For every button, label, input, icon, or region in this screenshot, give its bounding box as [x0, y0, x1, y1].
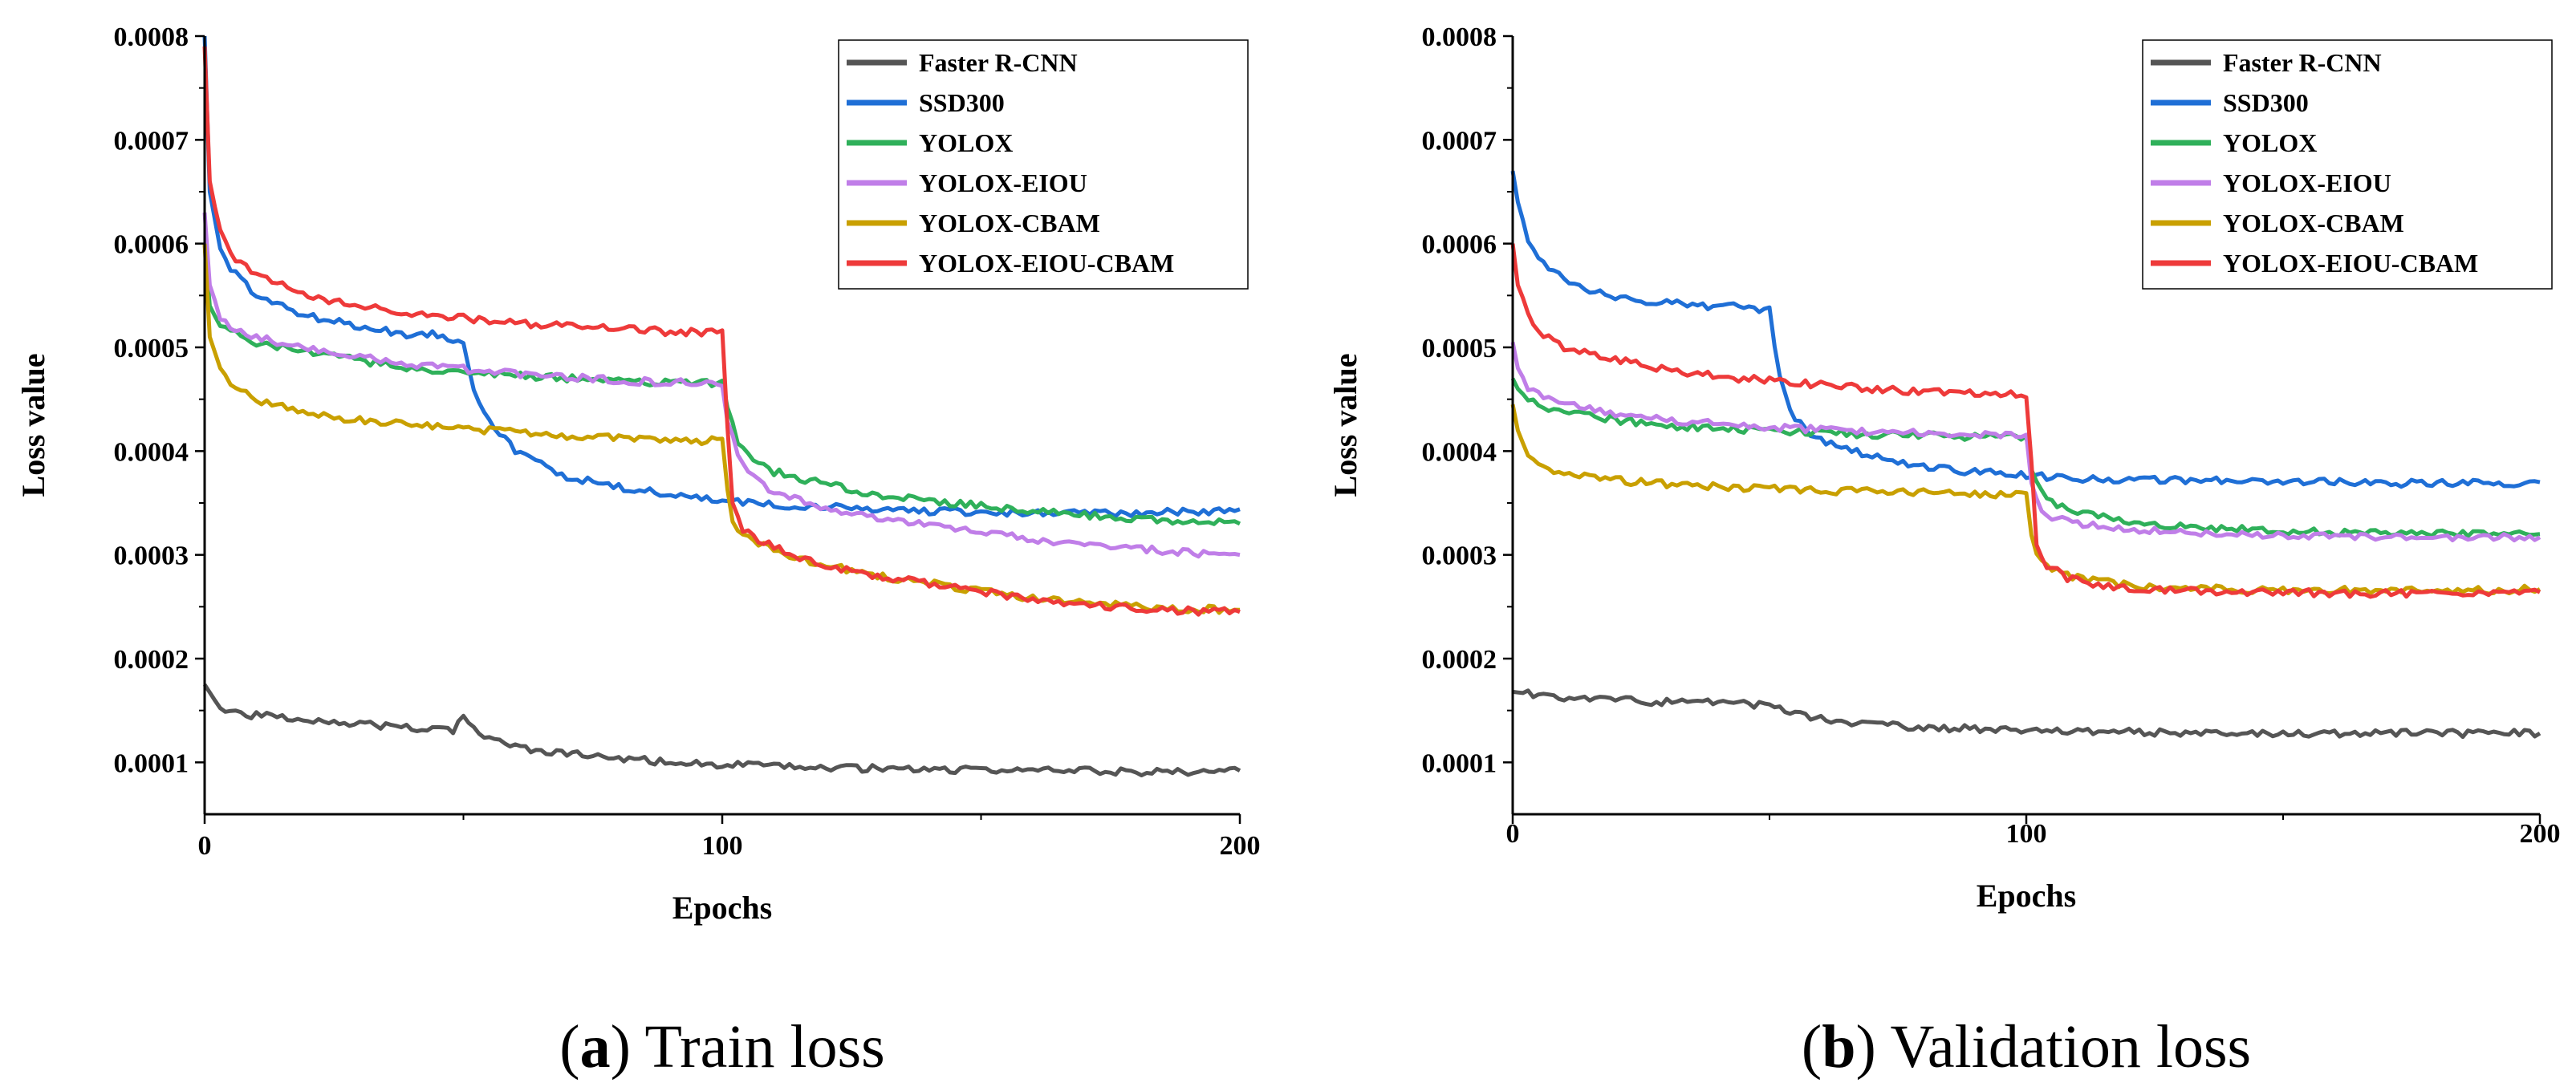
y-tick-label: 0.0008: [114, 22, 189, 52]
series-line-faster-r-cnn: [1512, 688, 2541, 740]
x-axis-label-a: Epochs: [672, 890, 773, 926]
y-tick-label: 0.0006: [114, 230, 189, 260]
legend-label: SSD300: [2223, 88, 2309, 117]
y-tick-label: 0.0002: [114, 645, 189, 675]
legend-a: Faster R-CNN SSD300 YOLOX YOLOX-EIOU YOLOX-C…: [838, 39, 1249, 290]
caption-letter-a: a: [580, 1013, 611, 1081]
series-line-yolox-eiou: [202, 212, 1241, 559]
y-tick-label: 0.0007: [114, 126, 189, 156]
series-line-yolox-cbam: [1510, 404, 2541, 596]
legend-label: SSD300: [919, 88, 1005, 117]
plot-area-b: [1510, 170, 2541, 740]
caption-text-a: Train loss: [631, 1013, 885, 1081]
y-tick-label: 0.0002: [1422, 645, 1497, 675]
legend-label: YOLOX: [2223, 128, 2317, 157]
legend-label: Faster R-CNN: [2223, 48, 2382, 77]
legend-box-b: [2142, 39, 2553, 290]
caption-b: (b) Validation loss: [1802, 1013, 2251, 1081]
chart-panel-b: 0.0001 0.0002 0.0003 0.0004 0.0005 0.0006 0.00…: [1327, 22, 2561, 1081]
legend-label: YOLOX-CBAM: [2223, 209, 2404, 237]
y-tick-label: 0.0007: [1422, 126, 1497, 156]
y-axis-label-a: Loss value: [15, 354, 51, 497]
legend-label: YOLOX: [919, 128, 1013, 157]
caption-text-b: Validation loss: [1876, 1013, 2251, 1081]
y-tick-label: 0.0005: [1422, 334, 1497, 363]
x-tick-label: 100: [2006, 819, 2047, 849]
series-line-yolox-eiou-cbam: [202, 46, 1241, 617]
y-tick-label: 0.0003: [114, 541, 189, 571]
caption-letter-b: b: [1822, 1013, 1855, 1081]
x-tick-label: 0: [1506, 819, 1520, 849]
legend-box-a: [838, 39, 1249, 290]
x-ticks-a: 0 100 200: [198, 814, 1261, 861]
legend-label: YOLOX-EIOU: [919, 168, 1087, 197]
legend-label: YOLOX-EIOU-CBAM: [919, 249, 1174, 278]
legend-label: YOLOX-EIOU: [2223, 168, 2391, 197]
legend-b: Faster R-CNN SSD300 YOLOX YOLOX-EIOU YOLOX-C…: [2142, 39, 2553, 290]
series-line-ssd300: [1510, 170, 2541, 489]
y-tick-label: 0.0005: [114, 334, 189, 363]
legend-label: YOLOX-EIOU-CBAM: [2223, 249, 2478, 278]
series-line-yolox-eiou: [1510, 342, 2541, 543]
caption-a: (a) Train loss: [559, 1013, 884, 1081]
y-ticks-a: 0.0001 0.0002 0.0003 0.0004 0.0005 0.0006 0.00…: [114, 22, 205, 778]
series-line-yolox-cbam: [202, 243, 1241, 615]
y-tick-label: 0.0008: [1422, 22, 1497, 52]
series-line-faster-r-cnn: [202, 683, 1241, 777]
x-tick-label: 0: [198, 831, 212, 861]
y-tick-label: 0.0006: [1422, 230, 1497, 260]
x-tick-label: 100: [702, 831, 743, 861]
y-tick-label: 0.0004: [1422, 437, 1497, 467]
plot-area-a: [202, 35, 1241, 777]
chart-panel-a: 0.0001 0.0002 0.0003 0.0004 0.0005 0.0006 0.00…: [15, 22, 1261, 1081]
y-ticks-b: 0.0001 0.0002 0.0003 0.0004 0.0005 0.0006 0.00…: [1422, 22, 1513, 778]
y-tick-label: 0.0001: [114, 748, 189, 778]
y-tick-label: 0.0001: [1422, 748, 1497, 778]
y-axis-label-b: Loss value: [1327, 354, 1363, 497]
x-tick-label: 200: [2520, 819, 2561, 849]
legend-label: YOLOX-CBAM: [919, 209, 1100, 237]
x-axis-label-b: Epochs: [1977, 878, 2077, 914]
y-tick-label: 0.0004: [114, 437, 189, 467]
x-ticks-b: 0 100 200: [1506, 814, 2561, 849]
x-tick-label: 200: [1220, 831, 1261, 861]
series-line-yolox-eiou-cbam: [1510, 243, 2541, 599]
legend-label: Faster R-CNN: [919, 48, 1078, 77]
y-tick-label: 0.0003: [1422, 541, 1497, 571]
